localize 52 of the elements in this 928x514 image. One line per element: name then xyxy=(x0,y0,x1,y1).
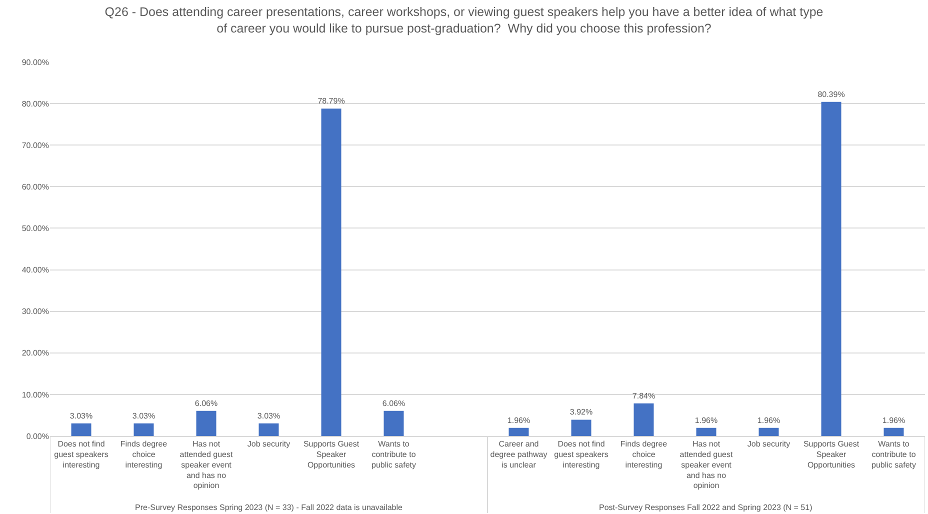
x-tick-label: Job security xyxy=(747,440,790,449)
x-tick-label: Wants to contribute to public safety xyxy=(372,440,416,470)
data-label: 1.96% xyxy=(694,416,718,425)
x-tick-label: Does not find guest speakers interesting xyxy=(554,440,608,470)
y-tick-label: 30.00% xyxy=(22,307,49,316)
bar xyxy=(884,428,904,436)
y-tick-label: 0.00% xyxy=(26,432,49,441)
y-tick-label: 80.00% xyxy=(22,99,49,108)
bar xyxy=(384,410,404,436)
bar xyxy=(508,428,529,436)
bar xyxy=(321,108,342,436)
y-tick-label: 70.00% xyxy=(22,140,49,150)
data-label: 3.03% xyxy=(132,411,156,420)
text: Post-Survey Responses Fall 2022 and Spring 2023 (N = 51) xyxy=(599,503,813,512)
x-tick-label: Supports Guest Speaker Opportunities xyxy=(303,440,360,470)
data-label: 3.03% xyxy=(70,411,93,420)
y-tick-label: 60.00% xyxy=(22,182,49,192)
x-tick-label: Wants to contribute to public safety xyxy=(872,440,916,470)
data-label: 3.92% xyxy=(570,408,593,417)
y-tick-label: 50.00% xyxy=(22,224,49,234)
bar xyxy=(71,423,92,436)
data-label: 1.96% xyxy=(507,416,530,425)
y-tick-label: 90.00% xyxy=(22,58,49,67)
data-label: 78.79% xyxy=(318,96,345,106)
bar xyxy=(634,403,654,436)
y-tick-label: 40.00% xyxy=(22,266,49,275)
bar xyxy=(696,428,716,436)
x-tick-label: Career and degree pathway is unclear xyxy=(490,440,548,470)
data-label: 3.03% xyxy=(257,411,280,420)
bar xyxy=(134,423,154,436)
chart-title: Q26 - Does attending career presentations, career workshops, or viewing guest speakers help you have a better idea of what type of career you would like to pursue post-graduation? Why did you choose this profession? xyxy=(104,5,824,36)
bar xyxy=(571,420,592,436)
bar xyxy=(196,410,216,436)
bar xyxy=(258,423,279,436)
bar xyxy=(758,428,779,436)
x-tick-label: Job security xyxy=(247,440,290,449)
data-label: 1.96% xyxy=(757,416,780,425)
x-tick-label: Has not attended guest speaker event and has no opinion xyxy=(680,440,734,490)
text: Pre-Survey Responses Spring 2023 (N = 33) - Fall 2022 data is unavailable xyxy=(135,503,404,512)
data-label: 1.96% xyxy=(882,416,906,425)
x-tick-label: Has not attended guest speaker event and has no opinion xyxy=(180,440,234,490)
data-label: 80.39% xyxy=(818,90,845,99)
x-tick-label: Does not find guest speakers interesting xyxy=(54,440,108,470)
x-tick-label: Supports Guest Speaker Opportunities xyxy=(803,440,860,470)
data-label: 6.06% xyxy=(382,398,406,408)
bar xyxy=(821,102,842,436)
data-label: 7.84% xyxy=(632,391,656,400)
x-tick-label: Finds degree choice interesting xyxy=(120,440,168,470)
x-tick-label: Finds degree choice interesting xyxy=(620,440,668,470)
y-tick-label: 10.00% xyxy=(22,390,49,400)
y-tick-label: 20.00% xyxy=(22,348,49,358)
data-label: 6.06% xyxy=(194,398,218,408)
